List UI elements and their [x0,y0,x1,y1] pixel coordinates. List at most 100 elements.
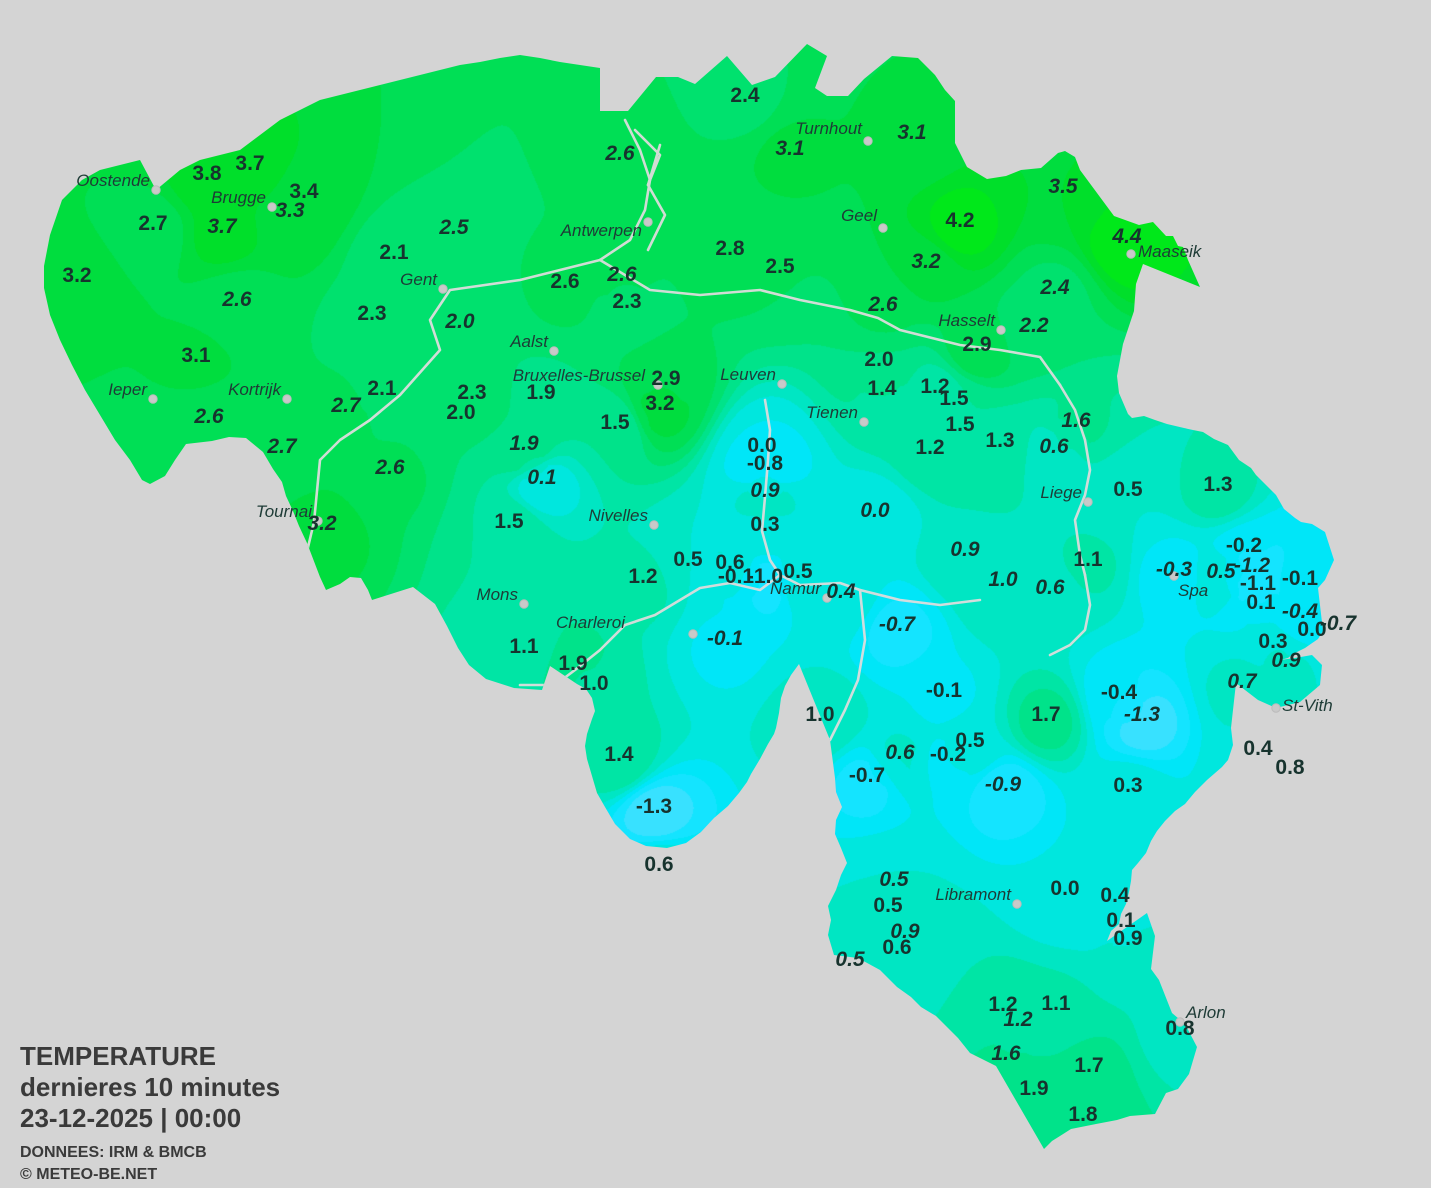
svg-text:2.6: 2.6 [550,270,579,293]
svg-text:0.4: 0.4 [1243,737,1273,760]
svg-text:3.1: 3.1 [897,121,926,144]
svg-text:1.8: 1.8 [1068,1103,1098,1126]
svg-text:Charleroi: Charleroi [556,613,626,632]
svg-text:0.6: 0.6 [1039,435,1069,458]
svg-text:Mons: Mons [476,585,518,604]
svg-text:Brugge: Brugge [211,188,266,207]
svg-text:1.7: 1.7 [1074,1054,1103,1077]
svg-text:2.6: 2.6 [193,405,224,428]
svg-text:2.3: 2.3 [612,290,641,313]
svg-text:0.9: 0.9 [750,479,780,502]
svg-text:2.9: 2.9 [651,367,680,390]
svg-text:2.3: 2.3 [357,302,386,325]
svg-text:0.1: 0.1 [1106,909,1136,932]
svg-text:2.6: 2.6 [604,142,635,165]
svg-text:1.5: 1.5 [600,411,630,434]
svg-text:2.7: 2.7 [138,212,167,235]
svg-text:0.1: 0.1 [1246,591,1276,614]
svg-text:0.5: 0.5 [1206,560,1236,583]
svg-text:2.4: 2.4 [730,84,760,107]
svg-text:4.4: 4.4 [1111,225,1142,248]
svg-text:Leuven: Leuven [720,365,776,384]
svg-text:St-Vith: St-Vith [1282,696,1333,715]
svg-text:Maaseik: Maaseik [1138,242,1203,261]
svg-text:Aalst: Aalst [509,332,549,351]
svg-text:0.3: 0.3 [750,513,779,536]
svg-text:1.5: 1.5 [945,413,975,436]
svg-text:0.9: 0.9 [1271,649,1301,672]
svg-text:Hasselt: Hasselt [938,311,996,330]
svg-text:0.4: 0.4 [1100,884,1130,907]
svg-text:3.2: 3.2 [62,264,91,287]
svg-text:0.5: 0.5 [835,948,865,971]
svg-text:0.6: 0.6 [882,936,911,959]
svg-text:1.9: 1.9 [526,381,555,404]
svg-text:2.6: 2.6 [867,293,898,316]
svg-text:1.0: 1.0 [988,568,1018,591]
svg-text:1.1: 1.1 [1073,548,1103,571]
svg-text:-0.1: -0.1 [926,679,963,702]
svg-text:0.5: 0.5 [1113,478,1143,501]
svg-text:0.4: 0.4 [826,580,856,603]
svg-text:2.6: 2.6 [374,456,405,479]
svg-text:1.1: 1.1 [1041,992,1071,1015]
svg-text:3.7: 3.7 [235,152,264,175]
svg-text:0.6: 0.6 [644,853,673,876]
svg-text:2.5: 2.5 [438,216,469,239]
svg-text:Libramont: Libramont [935,885,1012,904]
svg-text:0.8: 0.8 [1275,756,1305,779]
svg-text:Oostende: Oostende [76,171,150,190]
svg-text:2.0: 2.0 [444,310,475,333]
svg-text:3.1: 3.1 [775,137,804,160]
svg-text:-0.8: -0.8 [747,452,784,475]
svg-text:Geel: Geel [841,206,878,225]
svg-text:-0.7: -0.7 [849,764,885,787]
svg-text:1.0: 1.0 [805,703,834,726]
svg-text:Turnhout: Turnhout [795,119,863,138]
svg-text:-0.7: -0.7 [879,613,917,636]
svg-text:© METEO-BE.NET: © METEO-BE.NET [20,1166,157,1183]
svg-text:-0.4: -0.4 [1101,681,1138,704]
svg-text:1.9: 1.9 [509,432,539,455]
svg-text:0.9: 0.9 [950,538,980,561]
svg-text:1.6: 1.6 [1061,409,1091,432]
svg-text:1.2: 1.2 [628,565,657,588]
svg-text:Tienen: Tienen [806,403,858,422]
svg-text:0.5: 0.5 [873,894,903,917]
svg-text:0.7: 0.7 [1227,670,1258,693]
svg-text:1.5: 1.5 [494,510,524,533]
svg-text:1.2: 1.2 [915,436,944,459]
svg-text:1.4: 1.4 [867,377,897,400]
svg-text:2.6: 2.6 [221,288,252,311]
svg-text:TEMPERATURE: TEMPERATURE [20,1041,216,1071]
svg-text:2.6: 2.6 [606,263,637,286]
svg-text:2.5: 2.5 [765,255,795,278]
svg-text:Antwerpen: Antwerpen [560,221,642,240]
svg-text:-1.3: -1.3 [636,795,672,818]
svg-text:0.1: 0.1 [527,466,556,489]
svg-text:2.1: 2.1 [367,377,397,400]
svg-text:3.5: 3.5 [1048,175,1078,198]
svg-text:4.2: 4.2 [945,209,974,232]
svg-text:3.2: 3.2 [645,392,674,415]
svg-text:1.9: 1.9 [1019,1077,1048,1100]
svg-text:3.7: 3.7 [207,215,238,238]
svg-text:-0.1: -0.1 [707,627,743,650]
svg-text:Tournai: Tournai [256,502,313,521]
svg-text:Nivelles: Nivelles [588,506,648,525]
svg-text:1.0: 1.0 [579,672,608,695]
svg-text:Ieper: Ieper [108,380,148,399]
svg-text:2.1: 2.1 [379,241,409,264]
svg-text:0.5: 0.5 [879,868,909,891]
svg-text:2.2: 2.2 [1018,314,1049,337]
svg-text:2.4: 2.4 [1039,276,1070,299]
svg-text:Liege: Liege [1040,483,1082,502]
svg-text:23-12-2025 | 00:00: 23-12-2025 | 00:00 [20,1103,241,1133]
svg-text:0.3: 0.3 [1113,774,1142,797]
svg-text:Gent: Gent [400,270,438,289]
svg-text:0.5: 0.5 [783,560,813,583]
svg-text:3.8: 3.8 [192,162,222,185]
svg-text:1.1: 1.1 [509,635,539,658]
svg-text:2.7: 2.7 [330,394,362,417]
svg-text:1.3: 1.3 [1203,473,1232,496]
